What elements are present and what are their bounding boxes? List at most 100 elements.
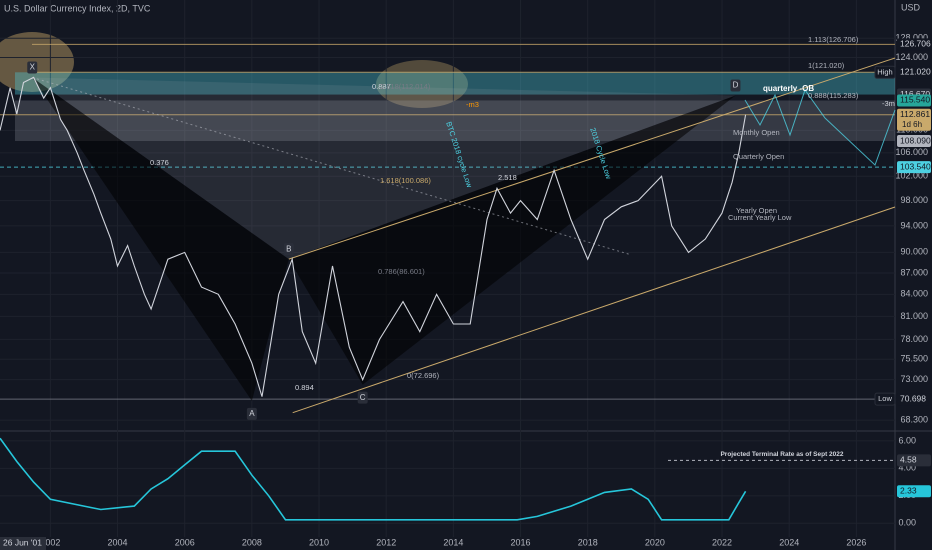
price-badge [897,454,931,467]
x-tick-label: 2012 [376,537,396,547]
x-tick-label: 2006 [175,537,195,547]
zone [15,100,895,142]
price-badge [897,161,931,174]
pattern-point: X [27,61,38,74]
x-tick-label: 2016 [511,537,531,547]
highlight-circle [0,32,74,92]
x-tick-label: 2010 [309,537,329,547]
price-badge [897,485,931,498]
price-text: 121.020 [900,67,931,77]
series-line [0,76,747,397]
price-label: 108.090 [897,135,931,148]
annotation: 0.894 [295,383,314,392]
pattern-point: D [730,79,741,92]
x-tick-label: 2020 [645,537,665,547]
price-badge [897,66,931,79]
y-tick-label: 106.000 [895,147,928,157]
annotation: 1.618(100.086) [380,176,431,185]
annotation: Monthly Open [733,128,780,137]
x-tick-label: 2024 [779,537,799,547]
annotation: 1(121.020) [808,61,845,70]
price-label: 115.540 [897,94,931,107]
price-text: 103.540 [900,161,931,171]
x-tick-label: 2008 [242,537,262,547]
point-label: X [30,63,36,72]
annotation: Current Yearly Low [728,213,792,222]
annotation: Projected Terminal Rate as of Sept 2022 [720,451,843,458]
pattern-point: B [283,243,294,256]
price-text: 108.090 [900,135,931,145]
tag-text: High [877,67,892,76]
price-badge [897,38,931,51]
price-text: 112.861 [900,109,930,119]
price-text: 70.698 [900,393,926,403]
y-tick-label: 102.000 [895,171,928,181]
point-badge [246,407,257,420]
trend-line [292,206,896,414]
point-label: B [286,244,291,253]
y-tick-label: 73.000 [900,374,928,384]
y-tick-label: 0.00 [898,518,916,528]
point-label: C [360,393,366,402]
annotation: 2.518 [498,173,517,182]
point-badge [730,79,741,92]
x-tick-label: 2004 [108,537,128,547]
date-badge: 26 Jun '01 [0,537,46,550]
y-tick-label: 87.000 [900,267,928,277]
x-tick-label: 2014 [443,537,463,547]
point-badge [27,61,38,74]
annotation: 1.113(126.706) [808,35,859,44]
y-tick-label: 75.500 [900,354,928,364]
point-label: D [733,81,739,90]
annotation: -m3 [466,100,479,109]
y-tick-label: 68.300 [900,415,928,425]
price-badge [897,393,931,406]
zone [15,72,895,95]
price-badge [897,108,931,131]
price-label: 2.33 [897,485,931,498]
series-line [0,437,747,521]
annotation: 0(72.696) [407,371,440,380]
y-tick-label: 78.000 [900,334,928,344]
annotation: 2.618(112.014) [380,82,431,91]
pattern-point: A [246,407,257,420]
trend-line [288,57,896,260]
price-label: 121.020 High [874,65,931,79]
annotation: quarterly -OB [763,84,814,93]
tag-text: Low [878,394,892,403]
currency: USD [901,2,921,12]
y-tick-label: 124.000 [895,52,928,62]
tag-badge [874,65,896,79]
annotation: Quarterly Open [733,152,784,161]
date-box [0,537,46,550]
point-label: A [249,409,255,418]
y-tick-label: 90.000 [900,247,928,257]
price-text: 126.706 [900,39,931,49]
annotation: 0.887 [372,82,391,91]
x-tick-label: 2026 [846,537,866,547]
price-badge [897,94,931,107]
price-label: 70.698 Low [874,392,931,406]
annotation: -3m [882,99,895,108]
projection [744,88,896,166]
date-text: 26 Jun '01 [3,537,42,547]
y-tick-label: 6.00 [898,435,916,445]
y-tick-label: 81.000 [900,311,928,321]
x-tick-label: 2002 [40,537,60,547]
tag-badge [874,392,896,406]
point-badge [357,391,368,404]
price-label: 126.706 [897,38,931,51]
price-label: 4.58 [897,454,931,467]
price-text: 116.670 [900,89,930,99]
point-badge [283,243,294,256]
y-tick-label: 98.000 [900,195,928,205]
pattern-leg [32,77,289,401]
annotation: 0.888(115.283) [808,91,859,100]
y-tick-label: 94.000 [900,220,928,230]
pattern-leg [288,95,736,385]
annotation: Yearly Open [736,206,777,215]
price-badge [897,135,931,148]
price-text: 115.540 [900,95,930,105]
